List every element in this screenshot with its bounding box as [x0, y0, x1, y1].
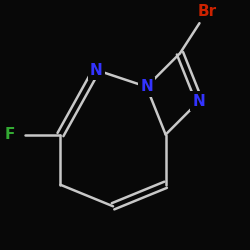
Text: N: N [90, 62, 103, 78]
Text: F: F [5, 127, 15, 142]
Text: Br: Br [197, 4, 216, 20]
Text: N: N [193, 94, 205, 108]
Text: N: N [140, 79, 153, 94]
